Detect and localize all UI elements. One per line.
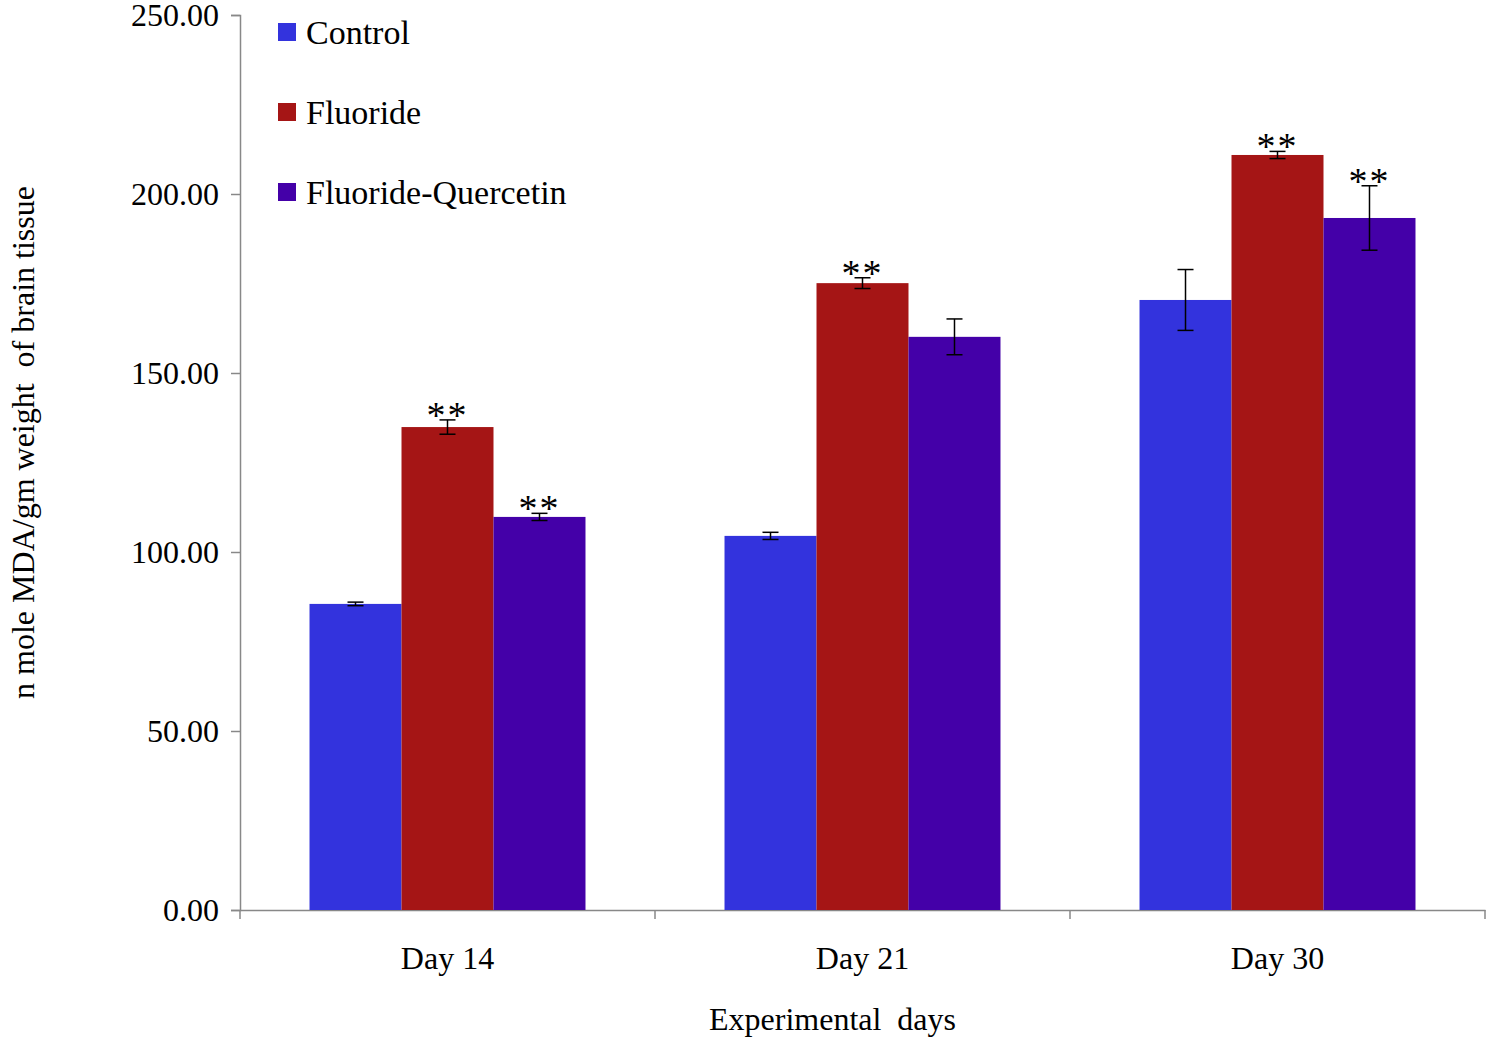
significance-label: ** xyxy=(1348,160,1390,202)
error-bar xyxy=(946,319,962,355)
legend-label: Control xyxy=(306,14,410,51)
y-tick-mark xyxy=(231,373,240,375)
y-tick-label: 200.00 xyxy=(131,176,219,212)
chart: 0.0050.00100.00150.00200.00250.00Day 14D… xyxy=(0,0,1488,1043)
y-axis-title: n mole MDA/gm weight of brain tissue xyxy=(5,186,41,699)
x-axis: Day 14 Day 21 Day 30 xyxy=(240,910,1486,976)
y-axis: 0.00 50.00 100.00 150.00 200.00 250.00 xyxy=(131,0,241,928)
x-tick-label: Day 14 xyxy=(401,940,494,976)
bar xyxy=(1323,218,1415,910)
y-tick-mark xyxy=(231,194,240,196)
series xyxy=(493,186,1415,910)
legend-swatch xyxy=(278,23,296,41)
error-bar-line xyxy=(1361,249,1377,251)
legend-label: Fluoride xyxy=(306,94,421,131)
y-tick: 50.00 xyxy=(147,713,240,749)
category-divider xyxy=(1069,910,1071,919)
legend-swatch xyxy=(278,103,296,121)
error-bar-line xyxy=(1178,269,1194,271)
error-bar-line xyxy=(348,601,364,603)
y-tick-mark xyxy=(231,731,240,733)
error-bar-line xyxy=(348,605,364,607)
bar xyxy=(402,427,494,910)
series xyxy=(402,151,1324,910)
plot: 0.0050.00100.00150.00200.00250.00Day 14D… xyxy=(131,0,1486,976)
category-divider xyxy=(654,910,656,919)
y-tick: 0.00 xyxy=(163,892,240,928)
error-bar xyxy=(763,532,779,539)
y-tick-label: 150.00 xyxy=(131,355,219,391)
error-bar-line xyxy=(954,319,956,355)
y-tick-label: 0.00 xyxy=(163,892,219,928)
x-tick-label: Day 21 xyxy=(816,940,909,976)
bars xyxy=(310,151,1416,910)
legend-item: Fluoride-Quercetin xyxy=(278,174,567,211)
x-axis-title: Experimental days xyxy=(709,1001,956,1037)
x-tick: Day 30 xyxy=(1231,910,1324,976)
y-tick: 250.00 xyxy=(131,0,240,33)
annotations: ** ** ** ** ** xyxy=(427,125,1391,529)
y-tick-label: 50.00 xyxy=(147,713,219,749)
error-bar-line xyxy=(1185,270,1187,331)
significance-label: ** xyxy=(427,394,469,436)
y-tick: 150.00 xyxy=(131,355,240,391)
category-divider xyxy=(1484,910,1486,919)
bar xyxy=(725,536,817,910)
significance-label: ** xyxy=(842,252,884,294)
error-bar-line xyxy=(946,354,962,356)
bar xyxy=(1140,300,1232,910)
bar xyxy=(493,517,585,910)
series xyxy=(310,270,1232,910)
y-tick-mark xyxy=(231,552,240,554)
bar xyxy=(908,337,1000,910)
bar xyxy=(817,283,909,910)
legend-item: Fluoride xyxy=(278,94,421,131)
y-tick: 200.00 xyxy=(131,176,240,212)
x-tick: Day 21 xyxy=(816,910,909,976)
y-tick-mark xyxy=(231,15,240,17)
legend-label: Fluoride-Quercetin xyxy=(306,174,567,211)
error-bar-line xyxy=(763,539,779,541)
significance-label: ** xyxy=(1257,125,1299,167)
legend-item: Control xyxy=(278,14,410,51)
y-tick-label: 250.00 xyxy=(131,0,219,33)
error-bar-line xyxy=(770,532,772,539)
y-tick: 100.00 xyxy=(131,534,240,570)
y-tick-mark xyxy=(231,910,240,912)
error-bar xyxy=(348,602,364,606)
error-bar-line xyxy=(1178,330,1194,332)
bar xyxy=(310,604,402,910)
error-bar-line xyxy=(763,532,779,534)
error-bar xyxy=(1178,270,1194,331)
legend-swatch xyxy=(278,183,296,201)
significance-label: ** xyxy=(518,487,560,529)
x-tick: Day 14 xyxy=(401,910,494,976)
x-tick-label: Day 30 xyxy=(1231,940,1324,976)
category-divider xyxy=(239,910,241,919)
y-tick-label: 100.00 xyxy=(131,534,219,570)
y-axis-line xyxy=(231,16,241,911)
error-bar-line xyxy=(946,318,962,320)
bar xyxy=(1232,155,1324,910)
legend: Control Fluoride Fluoride-Quercetin xyxy=(278,14,567,211)
